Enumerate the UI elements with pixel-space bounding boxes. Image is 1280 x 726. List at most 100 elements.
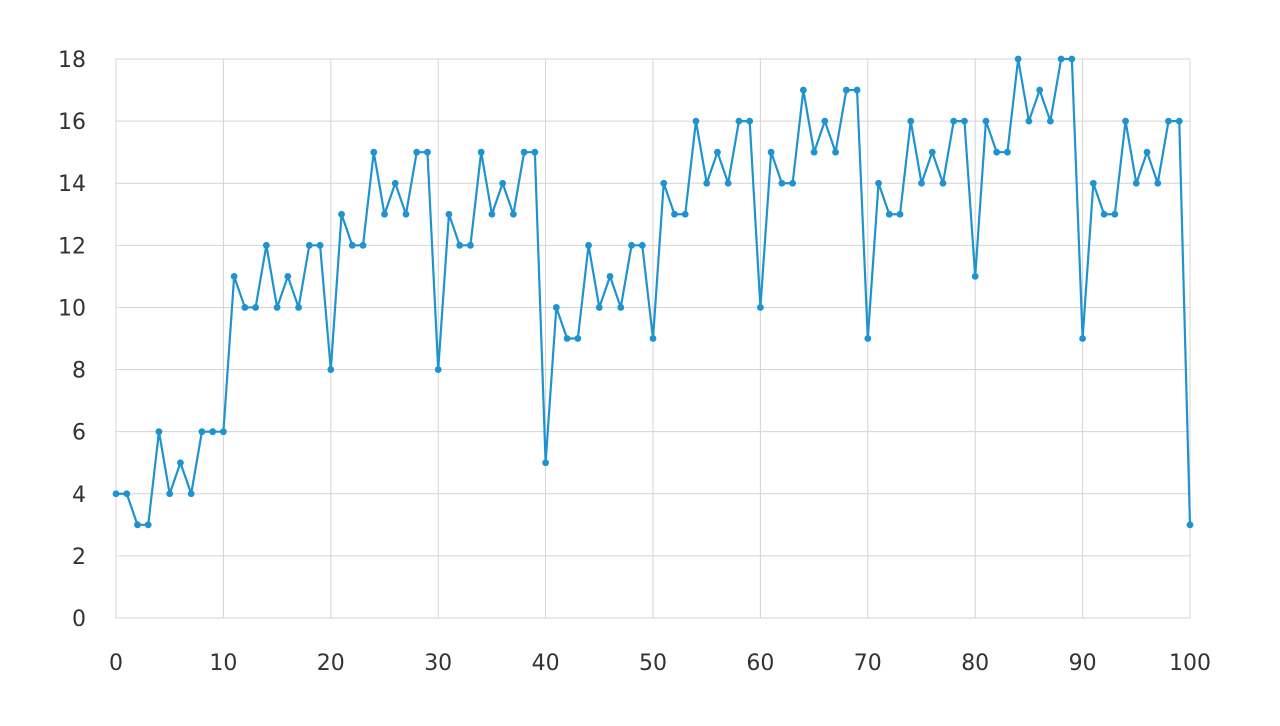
data-point: [574, 335, 582, 342]
data-point: [499, 179, 507, 187]
data-point: [778, 179, 786, 187]
data-point: [155, 428, 163, 436]
data-point: [649, 335, 657, 342]
data-point: [370, 148, 378, 156]
data-point: [767, 148, 775, 156]
y-tick-label: 14: [58, 172, 86, 197]
x-tick-label: 60: [746, 651, 774, 676]
data-point: [885, 210, 893, 218]
data-point: [112, 490, 120, 498]
data-point: [789, 179, 797, 187]
data-point: [542, 459, 549, 467]
data-point: [381, 210, 388, 218]
data-point: [1186, 521, 1194, 529]
x-tick-label: 0: [109, 651, 123, 676]
data-point: [177, 459, 184, 467]
data-point: [832, 148, 839, 156]
data-point: [230, 272, 238, 280]
y-tick-label: 6: [72, 421, 86, 446]
data-point: [359, 241, 367, 249]
data-point: [488, 210, 496, 218]
data-point: [1100, 210, 1108, 218]
data-point: [928, 148, 936, 156]
data-point: [1036, 86, 1044, 94]
data-point: [907, 117, 915, 125]
data-point: [638, 241, 646, 249]
data-point: [810, 148, 818, 156]
y-tick-label: 0: [72, 607, 86, 632]
data-point: [595, 304, 603, 311]
x-tick-label: 30: [424, 651, 452, 676]
data-point: [252, 304, 260, 311]
data-point: [284, 272, 292, 280]
x-tick-label: 20: [317, 651, 345, 676]
data-point: [853, 86, 861, 94]
data-point: [531, 148, 539, 156]
data-point: [671, 210, 678, 218]
data-point: [220, 428, 227, 436]
data-point: [241, 304, 249, 311]
series-group: [112, 55, 1194, 529]
data-point: [338, 210, 345, 218]
data-point: [123, 490, 131, 498]
data-point: [1068, 55, 1076, 63]
data-point: [273, 304, 281, 311]
y-tick-label: 2: [72, 545, 86, 570]
data-point: [939, 179, 947, 187]
data-point: [413, 148, 421, 156]
data-point: [295, 304, 302, 311]
data-point: [896, 210, 904, 218]
data-point: [1143, 148, 1151, 156]
data-point: [467, 241, 474, 249]
data-point: [187, 490, 195, 498]
data-point: [703, 179, 711, 187]
y-tick-label: 18: [58, 48, 86, 73]
data-point: [262, 241, 270, 249]
data-point: [1154, 179, 1162, 187]
data-point: [950, 117, 958, 125]
data-point: [1132, 179, 1140, 187]
data-point: [456, 241, 464, 249]
x-tick-label: 100: [1169, 651, 1211, 676]
y-tick-label: 4: [72, 483, 86, 508]
data-point: [1165, 117, 1172, 125]
data-point: [144, 521, 152, 529]
data-point: [606, 272, 614, 280]
data-point: [735, 117, 743, 125]
data-point: [424, 148, 431, 156]
data-point: [714, 148, 721, 156]
data-point: [821, 117, 829, 125]
y-tick-label: 16: [58, 110, 86, 135]
data-point: [509, 210, 517, 218]
data-point: [434, 366, 442, 373]
data-point: [1079, 335, 1086, 342]
x-tick-label: 50: [639, 651, 667, 676]
data-point: [477, 148, 485, 156]
data-point: [1046, 117, 1054, 125]
data-point: [402, 210, 410, 218]
data-point: [875, 179, 882, 187]
data-point: [681, 210, 689, 218]
y-tick-label: 10: [58, 296, 86, 321]
data-point: [1122, 117, 1129, 125]
data-point: [918, 179, 925, 187]
x-axis-tick-labels: 0 10 20 30 40 50 60 70 80 90 100: [109, 651, 1211, 676]
data-point: [1025, 117, 1033, 125]
data-point: [1004, 148, 1011, 156]
data-point: [134, 521, 141, 529]
data-point: [520, 148, 528, 156]
data-point: [585, 241, 592, 249]
data-point: [982, 117, 990, 125]
data-point: [563, 335, 571, 342]
data-point: [961, 117, 968, 125]
data-point: [617, 304, 625, 311]
data-point: [971, 272, 979, 280]
data-point: [1089, 179, 1097, 187]
data-point: [391, 179, 399, 187]
x-tick-label: 10: [209, 651, 237, 676]
data-point: [628, 241, 635, 249]
data-point: [209, 428, 217, 436]
x-tick-label: 90: [1069, 651, 1097, 676]
y-axis-tick-labels: 0 2 4 6 8 10 12 14 16 18: [58, 48, 86, 632]
